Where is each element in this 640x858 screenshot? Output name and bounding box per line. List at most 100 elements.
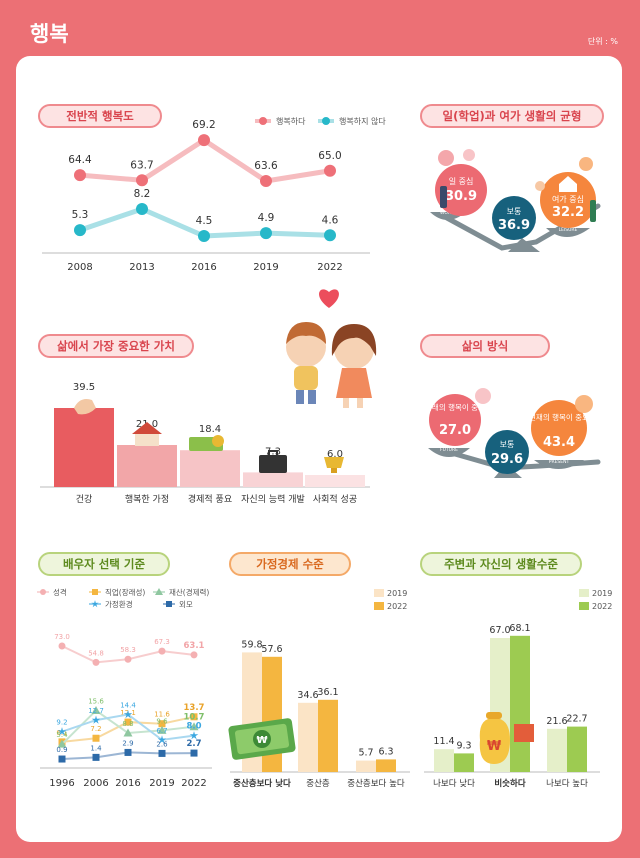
x-tick-label: 자신의 능력 개발 <box>241 493 305 505</box>
work-bubble <box>435 164 487 216</box>
data-point <box>136 174 148 187</box>
chart-icon <box>463 149 475 161</box>
present-value: 43.4 <box>543 435 575 450</box>
bar-value-label: 68.1 <box>509 623 530 634</box>
data-label: 12.7 <box>88 707 104 715</box>
present-label: 현재의 행복이 중요 <box>529 412 589 422</box>
bar <box>567 726 587 772</box>
house-icon <box>132 422 162 446</box>
data-point <box>74 224 86 237</box>
trophy-icon <box>324 457 344 473</box>
bar-value-label: 22.7 <box>566 714 587 725</box>
x-tick-label: 중산층보다 높다 <box>347 778 405 789</box>
data-label: 69.2 <box>192 119 215 131</box>
page-title: 행복 <box>30 22 69 46</box>
bar-value-label: 11.4 <box>433 736 454 747</box>
legend-label: 성격 <box>53 587 67 597</box>
data-label: 6.7 <box>156 727 167 735</box>
svg-text:FUTURE: FUTURE <box>440 447 458 453</box>
x-tick-label: 나보다 높다 <box>546 779 588 789</box>
x-tick-label: 2022 <box>317 262 342 273</box>
series-line <box>79 137 331 184</box>
bar-value-label: 57.6 <box>261 644 282 655</box>
data-point <box>158 749 166 757</box>
x-tick-label: 1996 <box>49 778 74 789</box>
data-label: 8.2 <box>134 188 151 200</box>
data-point <box>260 175 272 187</box>
legend-marker <box>91 600 99 608</box>
money-bill-icon: ₩ <box>228 718 296 760</box>
bar-value-label: 59.8 <box>241 639 262 650</box>
data-point <box>136 202 148 215</box>
search-icon <box>475 388 491 404</box>
svg-text:WORK: WORK <box>440 210 455 216</box>
values-bar-icons <box>74 399 344 473</box>
bar-value-label: 6.3 <box>378 746 393 757</box>
x-tick-label: 경제적 풍요 <box>188 493 232 505</box>
data-point <box>57 739 67 748</box>
legend-marker <box>166 601 172 607</box>
legend-label: 가정환경 <box>105 599 133 609</box>
spouse-chart: 73.054.858.367.363.16.17.212.111.613.75.… <box>49 633 206 789</box>
bar <box>305 475 365 487</box>
data-label: 4.5 <box>196 215 213 227</box>
data-point <box>198 230 210 242</box>
data-label: 2.9 <box>122 739 133 747</box>
heart-icon <box>535 181 545 191</box>
data-label: 13.7 <box>184 703 205 713</box>
happiness-chart: 64.4 63.7 69.2 63.6 65.0 5.3 8.2 4.5 4.9 4.6 2008 2… <box>67 119 342 273</box>
data-label: 73.0 <box>54 633 70 641</box>
bar <box>434 749 454 772</box>
legend-happy: 행복하다 <box>276 116 306 126</box>
data-point <box>58 755 66 763</box>
x-tick-label: 2022 <box>181 778 206 789</box>
bar-value-label: 36.1 <box>317 687 338 698</box>
future-bubble <box>429 394 481 446</box>
data-label: 2.6 <box>156 740 168 748</box>
data-label: 9.6 <box>156 717 168 725</box>
data-point <box>124 748 132 756</box>
data-point <box>124 655 132 663</box>
x-tick-label: 사회적 성공 <box>313 493 357 505</box>
data-point <box>74 169 86 182</box>
briefcase-icon <box>259 450 287 473</box>
data-label: 2.7 <box>186 739 201 749</box>
legend-marker <box>155 588 163 595</box>
x-tick-label: 2019 <box>149 778 174 789</box>
data-point <box>190 713 198 721</box>
couple-illustration <box>286 289 377 408</box>
neutral-label: 보통 <box>507 207 522 216</box>
data-point <box>92 658 100 666</box>
data-point <box>123 728 133 737</box>
data-point <box>189 731 199 740</box>
x-tick-label: 2019 <box>253 262 278 273</box>
x-tick-label: 중산층 <box>306 778 330 789</box>
x-tick-label: 행복한 가정 <box>125 493 169 505</box>
legend-marker <box>40 589 46 595</box>
data-point <box>157 725 167 734</box>
bar-value-label: 9.3 <box>456 740 471 751</box>
data-label: 14.4 <box>120 701 136 709</box>
legend-label: 재산(경제력) <box>169 587 209 597</box>
work-label: 일 중심 <box>449 176 474 186</box>
present-bubble <box>531 400 587 456</box>
spouse-legend: 성격 직업(장래성) 재산(경제력) 가정환경 외모 <box>37 587 209 609</box>
data-point <box>260 227 272 240</box>
x-tick-label: 2006 <box>83 778 108 789</box>
data-label: 65.0 <box>318 150 341 162</box>
data-label: 64.4 <box>68 154 92 166</box>
bar-value-label: 5.7 <box>358 748 373 759</box>
neighbors-chart: 11.4 9.3 나보다 낮다 67.068.1 비슷하다 21.622.7 나보다 높다 <box>433 623 588 789</box>
data-label: 54.8 <box>88 649 104 657</box>
data-label: 8.0 <box>186 722 201 732</box>
bar-value-label: 6.0 <box>327 449 343 460</box>
x-tick-label: 비슷하다 <box>494 778 525 789</box>
neighbors-legend-2019: 2019 <box>592 589 612 598</box>
data-label: 63.1 <box>184 641 205 651</box>
data-label: 7.2 <box>90 725 101 733</box>
happiness-legend: 행복하다 행복하지 않다 <box>255 116 386 126</box>
data-label: 0.9 <box>56 746 67 754</box>
data-label: 58.3 <box>120 646 136 654</box>
data-label: 67.3 <box>154 638 170 646</box>
coffee-icon <box>579 157 593 171</box>
